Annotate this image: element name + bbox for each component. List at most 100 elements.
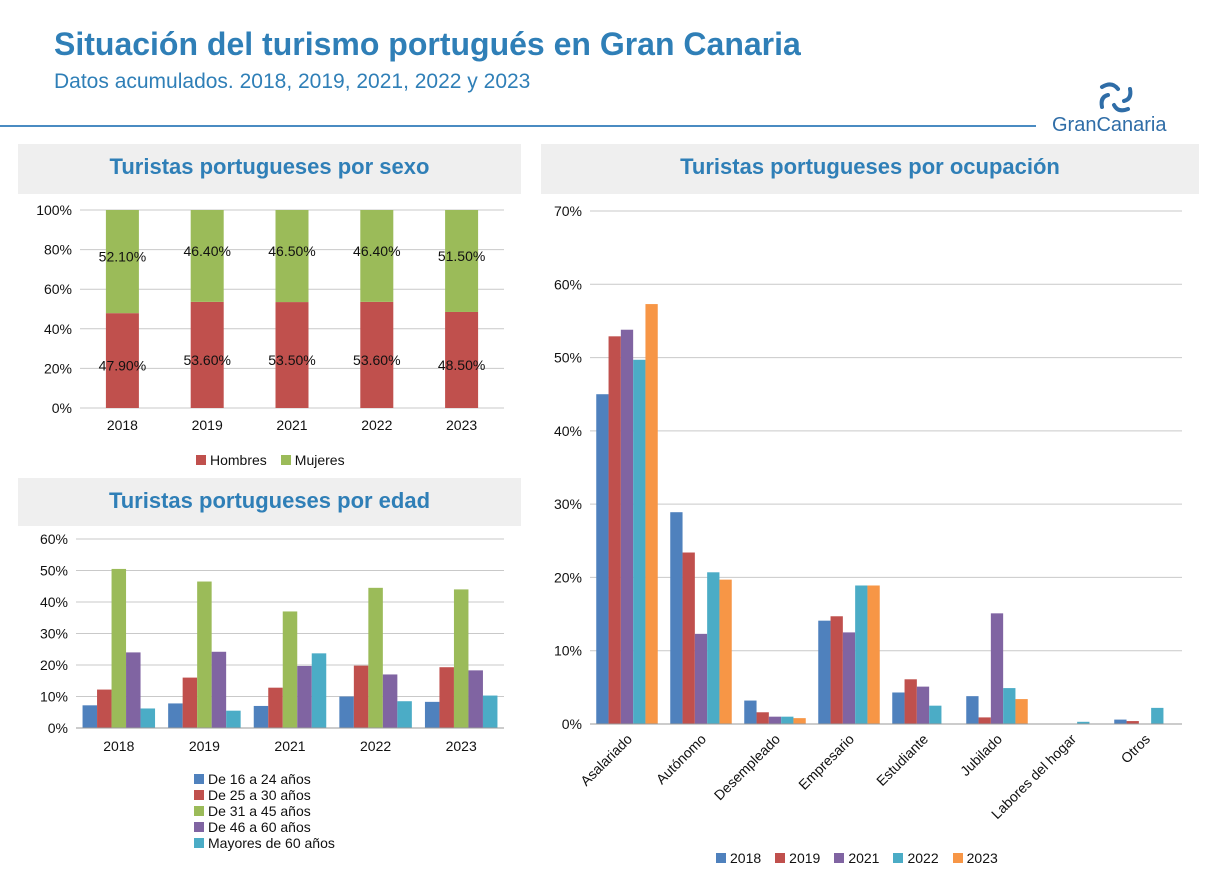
legend-item-2023: 2023 bbox=[952, 850, 998, 866]
y-tick-label: 10% bbox=[40, 689, 68, 705]
bar-mayores-de-60-anos-2018 bbox=[140, 708, 156, 728]
bar-de-25-a-30-anos-2021 bbox=[268, 687, 283, 728]
y-tick-label: 10% bbox=[554, 643, 582, 659]
edad-chart: 0% 10% 20% 30% 40% 50% 60% 2018 2019 2021 2022 2023 bbox=[40, 531, 504, 754]
bar-2018-asalariado bbox=[596, 394, 609, 724]
bar-hombres-2019 bbox=[190, 301, 224, 408]
data-label: 53.60% bbox=[353, 352, 400, 368]
y-tick-label: 60% bbox=[44, 281, 72, 297]
legend-item-2019: 2019 bbox=[775, 850, 820, 866]
y-tick-label: 70% bbox=[554, 203, 582, 219]
x-tick-label: Empresario bbox=[795, 731, 857, 793]
y-tick-label: 100% bbox=[36, 202, 72, 218]
bar-2021-jubilado bbox=[990, 613, 1004, 724]
bar-mujeres-2021 bbox=[275, 210, 309, 303]
bar-2021-asalariado bbox=[620, 329, 634, 724]
bar-de-25-a-30-anos-2023 bbox=[439, 667, 454, 728]
bar-2023-autonomo bbox=[719, 579, 732, 724]
sexo-chart-title: Turistas portugueses por sexo bbox=[18, 144, 521, 194]
legend-label: 2018 bbox=[730, 850, 762, 866]
bar-hombres-2023 bbox=[445, 311, 479, 408]
bar-2021-estudiante bbox=[916, 686, 930, 724]
legend-swatch bbox=[196, 455, 206, 465]
x-tick-label: 2022 bbox=[361, 417, 392, 433]
page-title: Situación del turismo portugués en Gran … bbox=[54, 26, 801, 62]
bar-mujeres-2018 bbox=[105, 210, 139, 314]
y-tick-label: 40% bbox=[554, 423, 582, 439]
sexo-chart: 0% 20% 40% 60% 80% 100% 47.90% 52.10% 2018 53.60%… bbox=[36, 202, 504, 433]
y-tick-label: 30% bbox=[554, 496, 582, 512]
legend-swatch bbox=[194, 774, 204, 784]
bar-2018-desempleado bbox=[744, 700, 757, 724]
bar-2023-asalariado bbox=[645, 304, 658, 724]
bar-2022-empresario bbox=[855, 585, 868, 724]
x-tick-label: 2019 bbox=[192, 417, 223, 433]
bar-de-31-a-45-anos-2019 bbox=[197, 581, 212, 728]
bar-de-46-a-60-anos-2019 bbox=[211, 651, 227, 728]
bar-mujeres-2022 bbox=[360, 210, 394, 302]
bar-de-16-a-24-anos-2019 bbox=[168, 703, 183, 728]
legend-swatch bbox=[775, 853, 786, 863]
x-tick-label: 2023 bbox=[446, 738, 477, 754]
bar-mujeres-2019 bbox=[190, 210, 224, 302]
bar-2022-otros bbox=[1151, 707, 1164, 724]
legend-label: 2019 bbox=[789, 850, 821, 866]
bar-2023-jubilado bbox=[1015, 699, 1028, 724]
x-tick-label: 2021 bbox=[274, 738, 305, 754]
ocupacion-chart: 0% 10% 20% 30% 40% 50% 60% 70% Asalariado Autónom… bbox=[554, 203, 1182, 822]
sexo-legend: Hombres Mujeres bbox=[196, 452, 345, 468]
bar-2022-jubilado bbox=[1003, 688, 1016, 724]
gran-canaria-logo: GranCanaria bbox=[1046, 80, 1186, 136]
bar-de-46-a-60-anos-2018 bbox=[126, 652, 141, 728]
bar-2021-desempleado bbox=[768, 716, 782, 724]
legend-swatch bbox=[716, 853, 726, 863]
y-tick-label: 40% bbox=[44, 321, 72, 337]
legend-item-de-46-a-60-anos: De 46 a 60 años bbox=[194, 819, 335, 835]
bar-de-25-a-30-anos-2018 bbox=[97, 689, 112, 728]
pinwheel-icon bbox=[1099, 82, 1133, 113]
x-tick-label: Otros bbox=[1118, 731, 1154, 767]
legend-label: De 31 a 45 años bbox=[208, 803, 311, 819]
ocupacion-legend: 2018 2019 2021 2022 2023 bbox=[716, 850, 998, 866]
bar-2019-empresario bbox=[830, 616, 843, 724]
legend-label: De 25 a 30 años bbox=[208, 787, 311, 803]
legend-item-mujeres: Mujeres bbox=[280, 452, 345, 468]
bar-hombres-2018 bbox=[105, 313, 139, 408]
y-tick-label: 0% bbox=[48, 720, 68, 736]
bar-mayores-de-60-anos-2022 bbox=[397, 701, 412, 728]
bar-2022-desempleado bbox=[781, 716, 794, 724]
x-tick-label: Jubilado bbox=[957, 731, 1005, 779]
legend-item-mayores-de-60-anos: Mayores de 60 años bbox=[194, 835, 335, 851]
legend-item-2021: 2021 bbox=[834, 850, 879, 866]
data-label: 52.10% bbox=[99, 249, 146, 265]
bar-2019-autonomo bbox=[682, 552, 695, 724]
bar-2018-autonomo bbox=[670, 512, 683, 724]
x-tick-label: 2018 bbox=[107, 417, 138, 433]
bar-de-25-a-30-anos-2022 bbox=[353, 665, 369, 728]
y-tick-label: 0% bbox=[562, 716, 582, 732]
x-tick-label: 2019 bbox=[189, 738, 220, 754]
y-tick-label: 60% bbox=[40, 531, 68, 547]
y-tick-label: 60% bbox=[554, 276, 582, 292]
bar-2022-asalariado bbox=[633, 359, 646, 724]
page-subtitle: Datos acumulados. 2018, 2019, 2021, 2022… bbox=[54, 70, 531, 93]
bar-mayores-de-60-anos-2023 bbox=[482, 695, 498, 728]
bar-de-25-a-30-anos-2019 bbox=[182, 677, 198, 728]
legend-item-de-31-a-45-anos: De 31 a 45 años bbox=[194, 803, 335, 819]
x-tick-label: Estudiante bbox=[873, 731, 931, 789]
y-tick-label: 50% bbox=[40, 563, 68, 579]
y-tick-label: 20% bbox=[44, 360, 72, 376]
legend-label: Mayores de 60 años bbox=[208, 835, 335, 851]
legend-item-de-16-a-24-anos: De 16 a 24 años bbox=[194, 771, 335, 787]
y-tick-label: 30% bbox=[40, 626, 68, 642]
bar-2022-labores-del-hogar bbox=[1077, 721, 1090, 724]
legend-label: De 16 a 24 años bbox=[208, 771, 311, 787]
bar-de-16-a-24-anos-2023 bbox=[424, 701, 440, 728]
legend-item-2018: 2018 bbox=[716, 850, 761, 866]
legend-item-2022: 2022 bbox=[893, 850, 939, 866]
y-tick-label: 20% bbox=[40, 657, 68, 673]
data-label: 53.60% bbox=[183, 352, 230, 368]
bar-mayores-de-60-anos-2019 bbox=[226, 710, 241, 728]
logo-text: GranCanaria bbox=[1052, 114, 1167, 136]
bar-de-31-a-45-anos-2018 bbox=[111, 568, 127, 728]
